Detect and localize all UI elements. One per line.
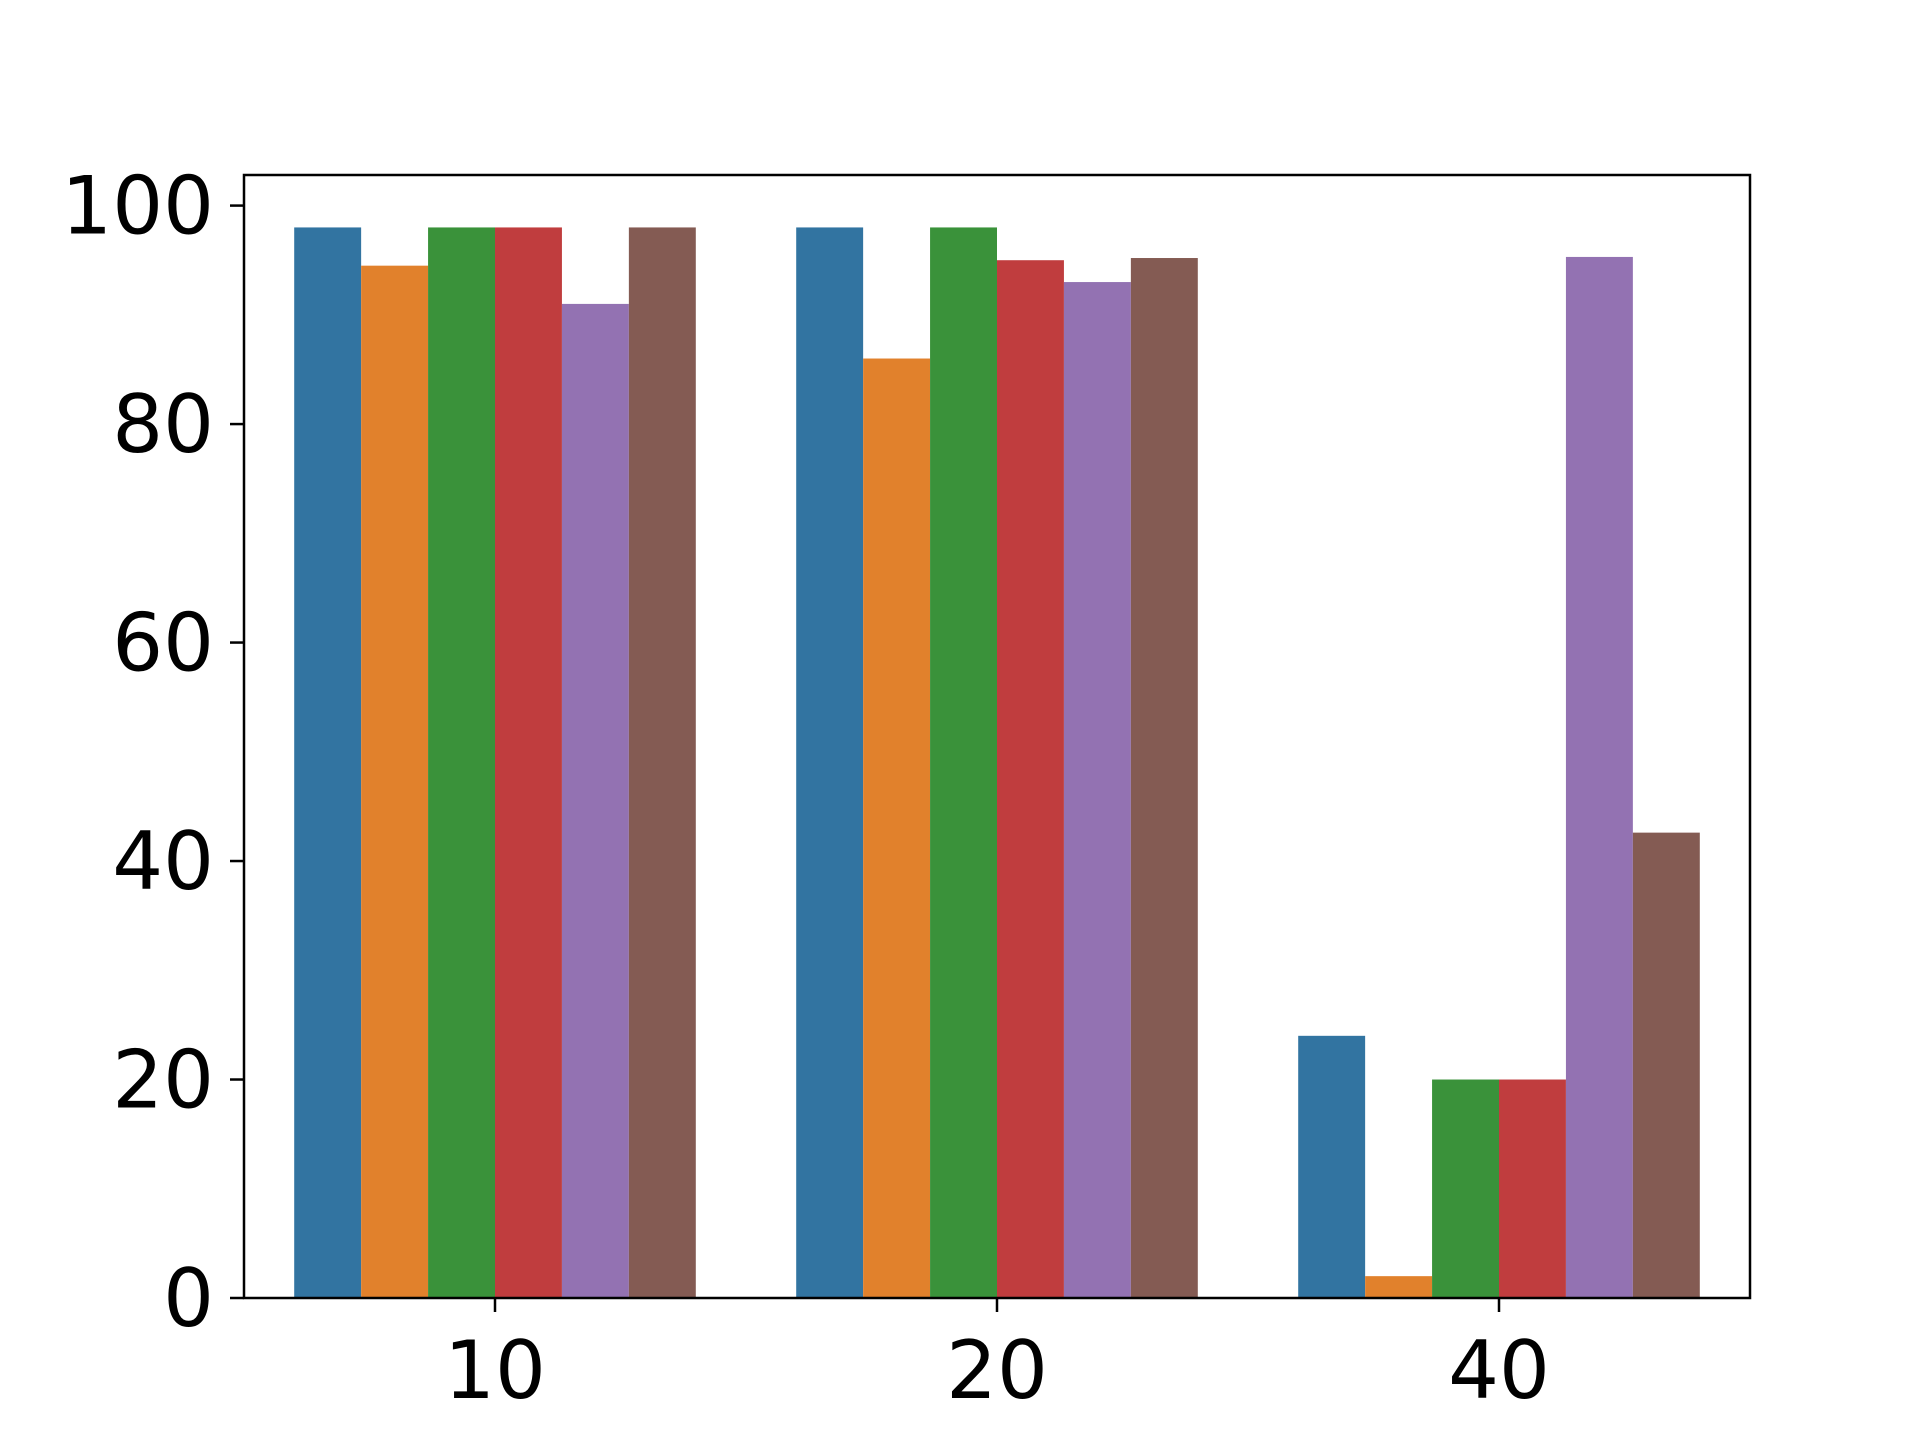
bar-series-5-10 [561,303,629,1298]
x-tick-label: 40 [1448,1324,1550,1417]
x-tick-label: 10 [444,1324,546,1417]
bar-series-1-20 [796,227,864,1298]
bars-group [294,227,1700,1299]
bar-series-6-10 [628,227,696,1298]
x-tick-label: 20 [946,1324,1048,1417]
bar-series-5-40 [1565,256,1633,1299]
y-tick-label: 80 [112,378,214,471]
bar-series-6-40 [1632,832,1700,1298]
bar-series-1-10 [294,227,362,1298]
y-tick-label: 20 [112,1034,214,1127]
bar-series-6-20 [1130,258,1198,1299]
bar-series-4-10 [495,227,562,1298]
y-tick-label: 60 [112,597,214,690]
y-axis: 0 20 40 60 80 100 [61,160,244,1345]
y-tick-label: 100 [61,160,214,253]
y-tick-label: 40 [112,815,214,908]
bar-series-5-20 [1063,282,1131,1299]
bar-series-1-40 [1298,1035,1366,1298]
y-tick-label: 0 [163,1252,214,1345]
bar-series-3-40 [1432,1079,1499,1298]
bar-series-3-20 [930,227,997,1298]
bar-series-2-20 [863,358,931,1299]
bar-series-2-10 [361,265,429,1299]
bar-series-3-10 [428,227,495,1298]
bar-series-2-40 [1365,1276,1433,1298]
bar-series-4-40 [1499,1079,1566,1298]
x-axis: 10 20 40 [444,1298,1550,1417]
bar-series-4-20 [997,260,1064,1299]
plot-frame [242,173,1752,1300]
